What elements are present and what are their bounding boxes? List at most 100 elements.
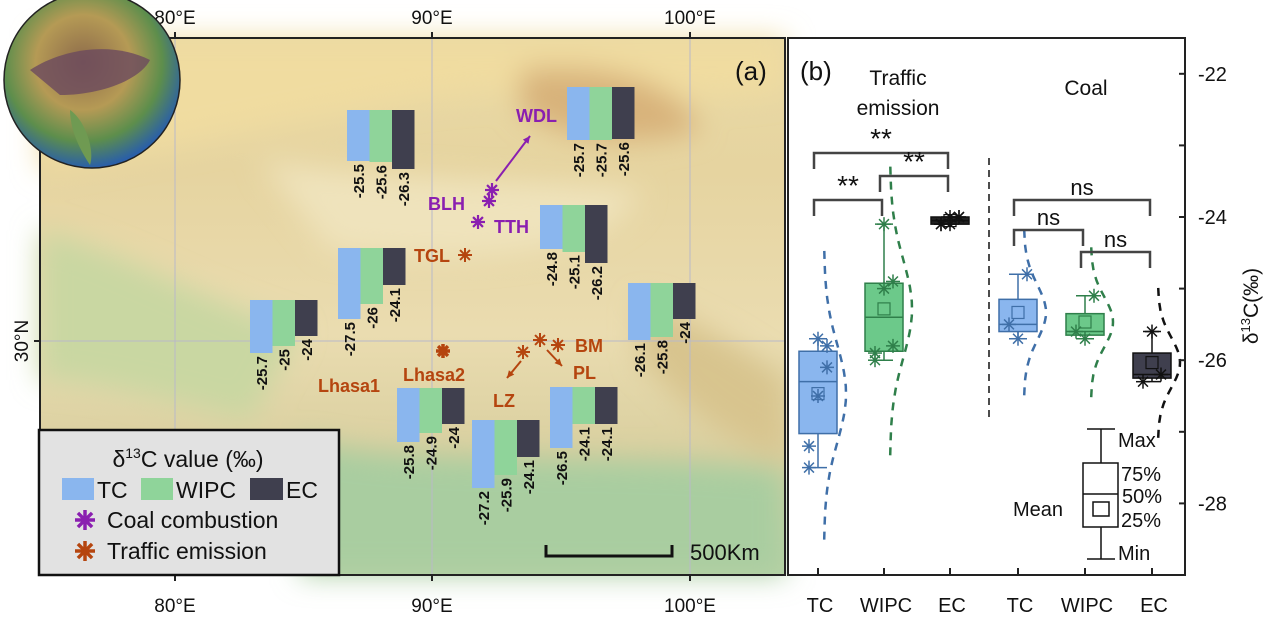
lon-tick-bottom-80: 80°E [154, 596, 195, 617]
station-bar-tc [628, 283, 651, 340]
station-bar-tc [338, 248, 361, 319]
lon-tick-top-100: 100°E [664, 8, 716, 29]
density-curve [888, 162, 914, 456]
station-bar-group: -27.5 -26 -24.1 [338, 248, 406, 356]
data-point [952, 210, 966, 224]
station-value-label: -24.8 [544, 252, 561, 286]
panel-label-a: (a) [735, 56, 767, 86]
station-value-label: -25.6 [616, 142, 633, 176]
site-label-tth: TTH [494, 217, 529, 237]
data-point [877, 281, 891, 296]
station-bar-wipc [360, 248, 383, 304]
station-bar-tc [472, 420, 495, 488]
significance-bracket: ns [1012, 205, 1085, 246]
station-value-label: -26 [365, 307, 382, 329]
y-axis: -22 -24 -26 -28 [1179, 64, 1227, 515]
coal-asterisk-icon [75, 510, 95, 530]
box-traffic-ec [930, 210, 970, 232]
traffic-site-marker [458, 248, 472, 262]
station-value-label: -24.1 [521, 460, 538, 494]
mean-marker [1145, 355, 1159, 370]
box-coal-tc [998, 229, 1048, 396]
station-value-label: -25.6 [374, 165, 391, 199]
x-tick-label: TC [807, 595, 834, 617]
station-value-label: -26.5 [554, 451, 571, 485]
legend-label-tc: TC [97, 477, 128, 503]
station-bar-tc [567, 87, 590, 140]
box-traffic-tc [798, 247, 848, 540]
significance-label: ** [837, 170, 859, 201]
data-point [943, 217, 957, 232]
significance-label: ** [870, 123, 892, 154]
station-value-label: -24 [677, 321, 694, 343]
arrow-icon [546, 349, 563, 367]
map-legend: δ13C value (‰) TC WIPC EC Coal combustio… [37, 428, 341, 577]
lon-tick-top-90: 90°E [411, 8, 452, 29]
station-value-label: -24 [446, 426, 463, 448]
station-bar-group: -24.8 -25.1 -26.2 [540, 205, 608, 300]
coal-site-marker [482, 194, 496, 208]
key-min: Min [1118, 543, 1150, 565]
significance-bracket: ns [1079, 227, 1152, 268]
traffic-site-marker [551, 338, 565, 352]
data-point [886, 274, 900, 289]
x-axis: TC WIPC EC TC WIPC EC [807, 568, 1168, 617]
station-bar-wipc [272, 300, 295, 346]
station-value-label: -27.5 [342, 322, 359, 356]
significance-bracket: ** [812, 123, 950, 169]
significance-label: ns [1037, 205, 1060, 230]
traffic-site-marker [436, 344, 450, 358]
legend-label-coal: Coal combustion [107, 507, 278, 533]
data-point [1136, 374, 1150, 389]
site-label-blh: BLH [428, 194, 465, 214]
data-point [802, 460, 816, 475]
station-bar-tc [347, 110, 370, 161]
station-bar-tc [250, 300, 273, 353]
station-bar-groups: -25.5 -25.6 -26.3 -25.7 -25.7 -25.6 -24.8 -25.1… [250, 87, 696, 525]
station-value-label: -24.1 [387, 288, 404, 322]
box-iqr [998, 298, 1038, 333]
data-point [1002, 317, 1016, 332]
lon-tick-bottom-100: 100°E [664, 596, 716, 617]
station-bar-ec [673, 283, 696, 319]
site-markers: WDL BLH TTH TGL Lhasa1 Lhasa2 LZ BM PL [318, 106, 603, 411]
y-tick-label: -24 [1198, 207, 1227, 229]
station-bar-ec [392, 110, 415, 169]
y-tick-label: -28 [1198, 493, 1227, 515]
station-value-label: -24 [299, 338, 316, 360]
box-traffic-wipc [864, 162, 914, 456]
key-q3: 75% [1121, 464, 1161, 486]
key-mean: Mean [1013, 499, 1063, 521]
station-value-label: -25 [277, 349, 294, 371]
station-bar-group: -26.1 -25.8 -24 [628, 283, 696, 377]
site-label-lz: LZ [493, 391, 515, 411]
station-bar-group: -25.7 -25.7 -25.6 [567, 87, 635, 177]
station-bar-ec [442, 388, 465, 424]
station-bar-wipc [369, 110, 392, 162]
station-bar-wipc [494, 420, 517, 475]
x-tick-label: WIPC [1061, 595, 1113, 617]
data-point [886, 338, 900, 353]
significance-bracket: ** [878, 146, 950, 192]
group-title-coal: Coal [1064, 77, 1107, 100]
station-bar-ec [517, 420, 540, 457]
data-point [1145, 324, 1159, 339]
station-value-label: -26.2 [589, 266, 606, 300]
density-curve [1156, 287, 1182, 438]
station-bar-ec [383, 248, 406, 285]
station-value-label: -26.1 [632, 343, 649, 377]
station-value-label: -25.8 [401, 445, 418, 479]
data-point [877, 217, 891, 232]
significance-label: ns [1104, 227, 1127, 252]
data-point [811, 389, 825, 403]
data-point [1069, 324, 1083, 339]
group-title-traffic-line1: Traffic [869, 67, 926, 90]
legend-title: δ13C value (‰) [112, 445, 263, 472]
data-point [1020, 267, 1034, 282]
station-value-label: -25.7 [254, 356, 271, 390]
coal-site-marker [471, 215, 485, 229]
station-value-label: -26.3 [396, 172, 413, 206]
lon-tick-bottom-90: 90°E [411, 596, 452, 617]
x-tick-label: EC [1140, 595, 1168, 617]
station-value-label: -25.7 [594, 143, 611, 177]
